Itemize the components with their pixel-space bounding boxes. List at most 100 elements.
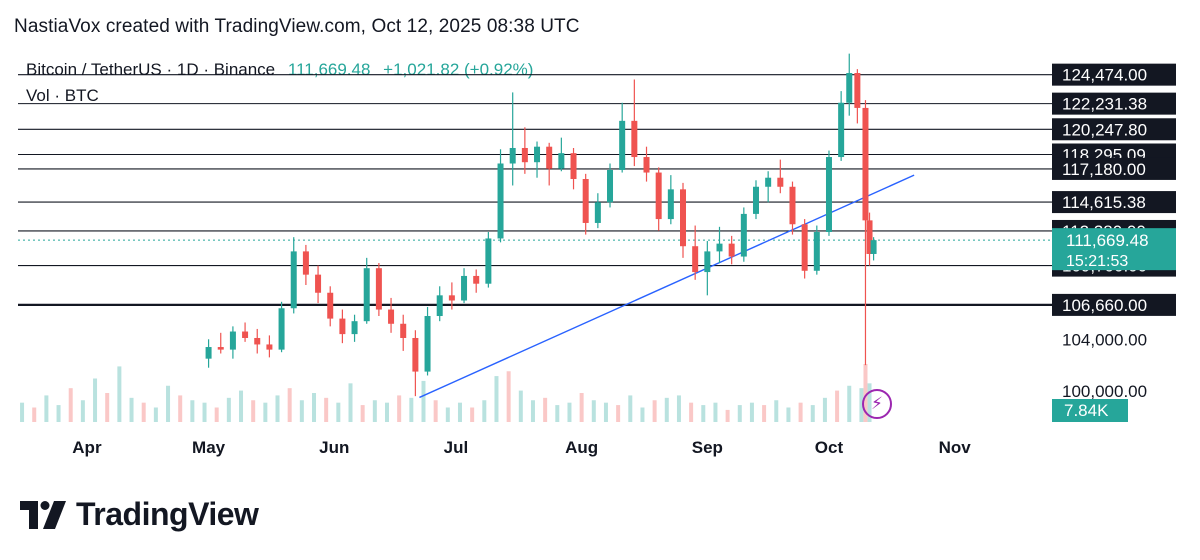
lightning-bolt-icon[interactable]: ⚡︎ (862, 389, 892, 419)
candle-body[interactable] (412, 337, 419, 372)
volume-bar (713, 402, 718, 422)
volume-bar (226, 397, 231, 422)
volume-bar (275, 395, 280, 422)
volume-bar (603, 402, 608, 422)
volume-bar (44, 395, 49, 422)
candle-body[interactable] (643, 157, 650, 173)
volume-value-badge[interactable] (1052, 399, 1128, 422)
candle-body[interactable] (789, 186, 796, 225)
candle-body[interactable] (509, 147, 516, 164)
volume-bar (263, 402, 268, 422)
candle-body[interactable] (862, 107, 869, 221)
candle-body[interactable] (667, 189, 674, 220)
candle-body[interactable] (765, 177, 772, 187)
price-level-label-box[interactable] (1052, 293, 1176, 316)
candle-body[interactable] (485, 238, 492, 284)
candle-body[interactable] (777, 177, 784, 187)
candle-body[interactable] (388, 309, 395, 324)
price-level-label-box[interactable] (1052, 157, 1176, 180)
price-level-label: 117,180.00 (1062, 160, 1146, 179)
volume-bar (506, 371, 511, 422)
price-level-label-box[interactable] (1052, 191, 1176, 214)
candle-body[interactable] (315, 274, 322, 293)
candle-body[interactable] (740, 213, 747, 257)
candle-body[interactable] (400, 323, 407, 338)
volume-bar (555, 405, 560, 422)
candle-body[interactable] (254, 337, 261, 345)
volume-bar (384, 402, 389, 422)
candle-body[interactable] (558, 153, 565, 169)
price-level-label-box[interactable] (1052, 63, 1176, 86)
candle-body[interactable] (363, 268, 370, 322)
price-level-label: 120,247.80 (1062, 120, 1147, 139)
volume-bar (80, 400, 85, 422)
price-axis-label: 100,000.00 (1062, 382, 1147, 401)
candle-body[interactable] (607, 169, 614, 203)
volume-bar (93, 378, 98, 422)
candle-body[interactable] (655, 172, 662, 220)
candle-body[interactable] (680, 189, 687, 247)
candle-body[interactable] (473, 275, 480, 284)
candle-body[interactable] (534, 146, 541, 163)
candle-body[interactable] (631, 120, 638, 158)
volume-bar (312, 393, 317, 422)
candle-body[interactable] (351, 321, 358, 335)
candle-body[interactable] (870, 240, 877, 254)
last-price-value: 111,669.48 (1066, 231, 1149, 250)
candle-body[interactable] (728, 243, 735, 257)
candle-body[interactable] (570, 153, 577, 180)
candle-body[interactable] (302, 251, 309, 275)
chart-credit: NastiaVox created with TradingView.com, … (14, 16, 580, 37)
candle-body[interactable] (278, 308, 285, 350)
volume-bar (397, 395, 402, 422)
price-level-label-box[interactable] (1052, 118, 1176, 141)
candle-body[interactable] (704, 251, 711, 273)
candle-body[interactable] (461, 275, 468, 301)
candle-body[interactable] (424, 316, 431, 372)
candle-body[interactable] (854, 73, 861, 108)
candle-body[interactable] (582, 179, 589, 223)
volume-bar (859, 388, 864, 422)
candle-body[interactable] (375, 268, 382, 310)
candle-body[interactable] (866, 220, 873, 254)
candle-body[interactable] (448, 295, 455, 301)
candle-body[interactable] (205, 347, 212, 359)
candle-body[interactable] (846, 73, 853, 103)
candle-body[interactable] (339, 318, 346, 335)
volume-legend[interactable]: Vol · BTC (26, 86, 99, 105)
candle-body[interactable] (801, 224, 808, 271)
candle-body[interactable] (716, 243, 723, 252)
volume-bar (786, 407, 791, 422)
price-level-label: 114,615.38 (1062, 193, 1146, 212)
candle-body[interactable] (692, 246, 699, 273)
candle-body[interactable] (290, 251, 297, 309)
candle-body[interactable] (546, 146, 553, 169)
volume-bar (689, 402, 694, 422)
last-price-badge[interactable] (1052, 228, 1176, 271)
volume-bar (628, 395, 633, 422)
candle-body[interactable] (497, 163, 504, 239)
candle-body[interactable] (752, 186, 759, 214)
volume-bar (749, 402, 754, 422)
x-axis-month-label: Jun (319, 438, 349, 457)
candle-body[interactable] (229, 331, 236, 350)
candle-body[interactable] (242, 331, 249, 338)
candle-body[interactable] (838, 102, 845, 158)
candle-body[interactable] (266, 344, 273, 350)
price-level-label-box[interactable] (1052, 92, 1176, 115)
price-level-label: 124,474.00 (1062, 66, 1147, 85)
volume-bar (470, 407, 475, 422)
candle-body[interactable] (813, 232, 820, 271)
candle-body[interactable] (217, 347, 224, 350)
volume-bar (810, 405, 815, 422)
candle-body[interactable] (619, 120, 626, 170)
trendline[interactable] (419, 174, 915, 399)
candle-body[interactable] (594, 202, 601, 223)
candle-body[interactable] (436, 295, 443, 317)
candle-body[interactable] (327, 292, 334, 319)
tradingview-wordmark: TradingView (76, 496, 259, 532)
volume-bar (664, 397, 669, 422)
candle-body[interactable] (825, 157, 832, 232)
candle-body[interactable] (521, 147, 528, 163)
